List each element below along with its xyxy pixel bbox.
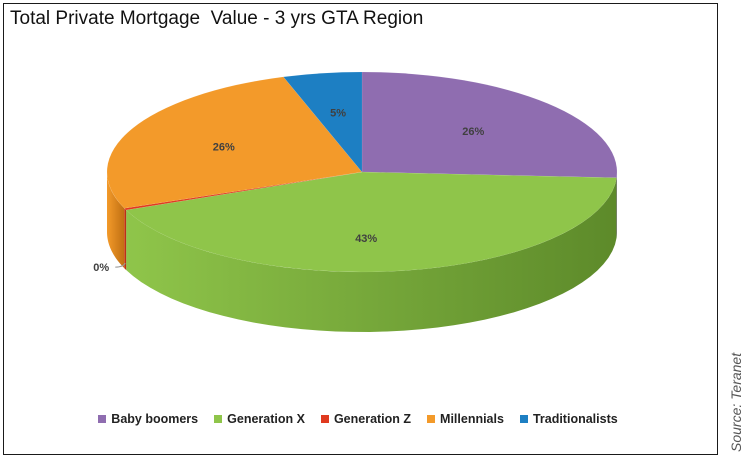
chart-title: Total Private Mortgage Value - 3 yrs GTA… xyxy=(10,8,424,29)
slice-millennials xyxy=(106,76,363,209)
legend-item-traditionalists: Traditionalists xyxy=(519,412,618,426)
data-label-generation-z: 0% xyxy=(93,262,109,274)
legend-label: Traditionalists xyxy=(532,412,618,426)
chart-legend: Baby boomers Generation X Generation Z Mill… xyxy=(0,412,746,426)
legend-label: Baby boomers xyxy=(111,412,199,426)
slice-side-generation-x xyxy=(126,177,617,332)
leader-line-generation-z xyxy=(115,262,126,268)
data-label-traditionalists: 5% xyxy=(330,108,346,120)
legend-item-generation-z: Generation Z xyxy=(320,412,412,426)
slice-traditionalists xyxy=(282,71,363,173)
slice-baby-boomers xyxy=(361,71,618,179)
legend-swatch xyxy=(98,415,107,423)
legend-label: Generation Z xyxy=(333,412,412,426)
legend-item-millennials: Millennials xyxy=(427,412,504,426)
data-label-millennials: 26% xyxy=(213,141,235,153)
legend-label: Millennials xyxy=(440,412,504,426)
legend-swatch xyxy=(320,415,329,423)
data-label-generation-x: 43% xyxy=(355,233,377,245)
legend-swatch xyxy=(519,415,528,423)
legend-swatch xyxy=(214,415,223,423)
slice-generation-x xyxy=(125,171,617,273)
source-note: Source: Teranet xyxy=(728,352,744,452)
legend-swatch xyxy=(427,415,436,423)
data-label-baby-boomers: 26% xyxy=(462,126,484,138)
slice-generation-z xyxy=(123,171,363,211)
legend-label: Generation X xyxy=(227,412,305,426)
slice-side-millennials xyxy=(107,172,125,269)
legend-item-baby-boomers: Baby boomers xyxy=(98,412,198,426)
slice-side-generation-z xyxy=(124,208,127,271)
legend-item-generation-x: Generation X xyxy=(214,412,305,426)
